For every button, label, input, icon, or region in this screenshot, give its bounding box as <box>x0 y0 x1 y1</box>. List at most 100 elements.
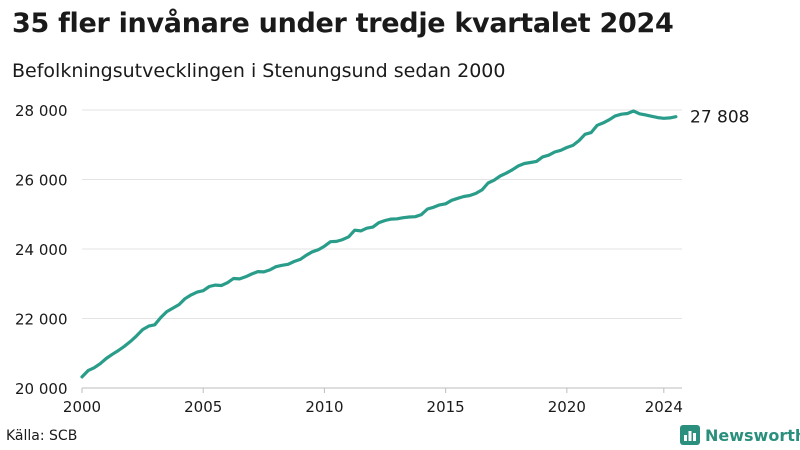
data-point <box>353 229 356 232</box>
data-point <box>293 260 296 263</box>
data-point <box>232 277 235 280</box>
chart-title: 35 fler invånare under tredje kvartalet … <box>12 8 674 39</box>
data-point <box>662 117 665 120</box>
data-point <box>402 216 405 219</box>
data-point <box>577 139 580 142</box>
data-point <box>390 218 393 221</box>
x-tick-label: 2005 <box>184 398 222 416</box>
data-point <box>226 281 229 284</box>
data-point <box>638 112 641 115</box>
x-tick-label: 2015 <box>427 398 465 416</box>
data-point <box>396 217 399 220</box>
brand-logo: Newsworthy <box>680 425 800 445</box>
x-tick-label: 2020 <box>548 398 586 416</box>
data-point <box>359 229 362 232</box>
data-point <box>141 328 144 331</box>
data-point <box>274 265 277 268</box>
data-point <box>505 172 508 175</box>
data-point <box>626 112 629 115</box>
data-point <box>177 303 180 306</box>
data-point <box>547 154 550 157</box>
x-tick-label: 2000 <box>63 398 101 416</box>
data-point <box>80 375 83 378</box>
data-point <box>208 285 211 288</box>
data-point <box>371 226 374 229</box>
data-point <box>559 149 562 152</box>
data-point <box>420 213 423 216</box>
data-point <box>650 115 653 118</box>
data-point <box>408 215 411 218</box>
data-point <box>111 353 114 356</box>
data-point <box>432 206 435 209</box>
y-tick-label: 24 000 <box>15 241 68 259</box>
y-tick-label: 22 000 <box>15 311 68 329</box>
chart-subtitle: Befolkningsutvecklingen i Stenungsund se… <box>12 60 506 82</box>
data-point <box>493 179 496 182</box>
y-tick-label: 26 000 <box>15 172 68 190</box>
data-point <box>602 121 605 124</box>
data-point <box>541 155 544 158</box>
end-value-label: 27 808 <box>690 108 749 128</box>
data-point <box>153 323 156 326</box>
data-point <box>329 240 332 243</box>
data-point <box>311 250 314 253</box>
data-point <box>674 115 677 118</box>
data-point <box>468 194 471 197</box>
data-point <box>317 248 320 251</box>
data-point <box>535 160 538 163</box>
data-point <box>183 297 186 300</box>
data-point <box>262 270 265 273</box>
data-point <box>165 310 168 313</box>
x-tick-label: 2010 <box>305 398 343 416</box>
data-point <box>596 124 599 127</box>
data-point <box>480 188 483 191</box>
data-point <box>632 109 635 112</box>
data-point <box>238 277 241 280</box>
data-point <box>250 272 253 275</box>
data-point <box>171 307 174 310</box>
data-point <box>287 263 290 266</box>
data-point <box>511 168 514 171</box>
data-point <box>499 174 502 177</box>
data-point <box>565 146 568 149</box>
data-point <box>280 264 283 267</box>
data-point <box>656 116 659 119</box>
data-point <box>105 357 108 360</box>
data-point <box>553 150 556 153</box>
data-point <box>244 275 247 278</box>
data-point <box>129 340 132 343</box>
data-point <box>190 293 193 296</box>
data-point <box>347 235 350 238</box>
data-point <box>456 197 459 200</box>
data-point <box>365 227 368 230</box>
data-point <box>590 131 593 134</box>
data-point <box>335 240 338 243</box>
data-point <box>450 199 453 202</box>
data-point <box>305 254 308 257</box>
data-point <box>487 181 490 184</box>
data-point <box>196 291 199 294</box>
data-point <box>571 144 574 147</box>
data-point <box>583 133 586 136</box>
data-point <box>474 192 477 195</box>
data-point <box>608 118 611 121</box>
data-point <box>299 258 302 261</box>
data-point <box>117 349 120 352</box>
data-point <box>444 202 447 205</box>
data-point <box>341 238 344 241</box>
data-point <box>135 334 138 337</box>
data-point <box>256 270 259 273</box>
data-point <box>377 221 380 224</box>
data-point <box>462 195 465 198</box>
data-point <box>644 113 647 116</box>
data-point <box>383 219 386 222</box>
data-point <box>523 162 526 165</box>
brand-name: Newsworthy <box>705 425 800 445</box>
data-point <box>614 114 617 117</box>
data-point <box>202 289 205 292</box>
data-point <box>99 362 102 365</box>
y-tick-label: 20 000 <box>15 380 68 398</box>
data-point <box>426 207 429 210</box>
data-point <box>414 215 417 218</box>
